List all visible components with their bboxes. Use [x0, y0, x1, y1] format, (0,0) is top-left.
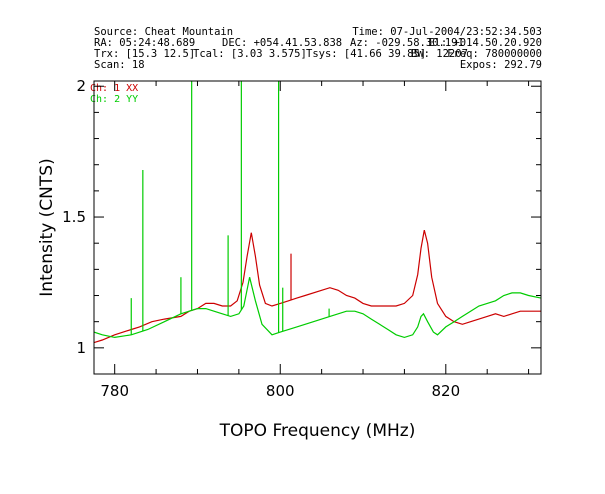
header-dec: DEC: +054.41.53.838	[222, 37, 343, 49]
y-tick-label: 1.5	[62, 208, 86, 226]
x-tick-label: 780	[100, 382, 129, 400]
header-ra: RA: 05:24:48.689	[94, 37, 196, 49]
header-bw: BW: 12207	[411, 48, 468, 60]
header-time: Time: 07-Jul-2004/23:52:34.503	[352, 26, 542, 38]
series-line-ch1-xx	[94, 229, 541, 344]
y-axis-label: Intensity (CNTS)	[37, 158, 57, 296]
header-trx: Trx: [15.3 12.5]	[94, 48, 196, 60]
header-tcal: Tcal: [3.03 3.575]	[193, 48, 307, 60]
series-layer	[94, 81, 541, 344]
header-source: Source: Cheat Mountain	[94, 26, 234, 38]
plot-frame	[93, 80, 542, 375]
legend-entry-ch1: Ch: 1 XX	[90, 83, 138, 94]
y-tick-label: 2	[76, 77, 86, 95]
header-expos: Expos: 292.79	[459, 59, 542, 71]
series-line-ch2-yy	[94, 277, 541, 339]
header-scan: Scan: 18	[94, 59, 145, 71]
header-freq: Freq: 780000000	[447, 48, 542, 60]
legend-entry-ch2: Ch: 2 YY	[90, 94, 138, 105]
x-axis-label: TOPO Frequency (MHz)	[219, 421, 416, 441]
y-tick-label: 1	[76, 339, 86, 357]
x-tick-label: 820	[431, 382, 460, 400]
x-tick-label: 800	[266, 382, 295, 400]
header-az: Az: -029.58.30.191	[350, 37, 464, 49]
header-el: El: +014.50.20.920	[428, 37, 542, 49]
header-tsys: Tsys: [41.66 39.85]	[306, 48, 427, 60]
axis-ticks: 780 800 820 1 1.5 2	[62, 77, 541, 400]
